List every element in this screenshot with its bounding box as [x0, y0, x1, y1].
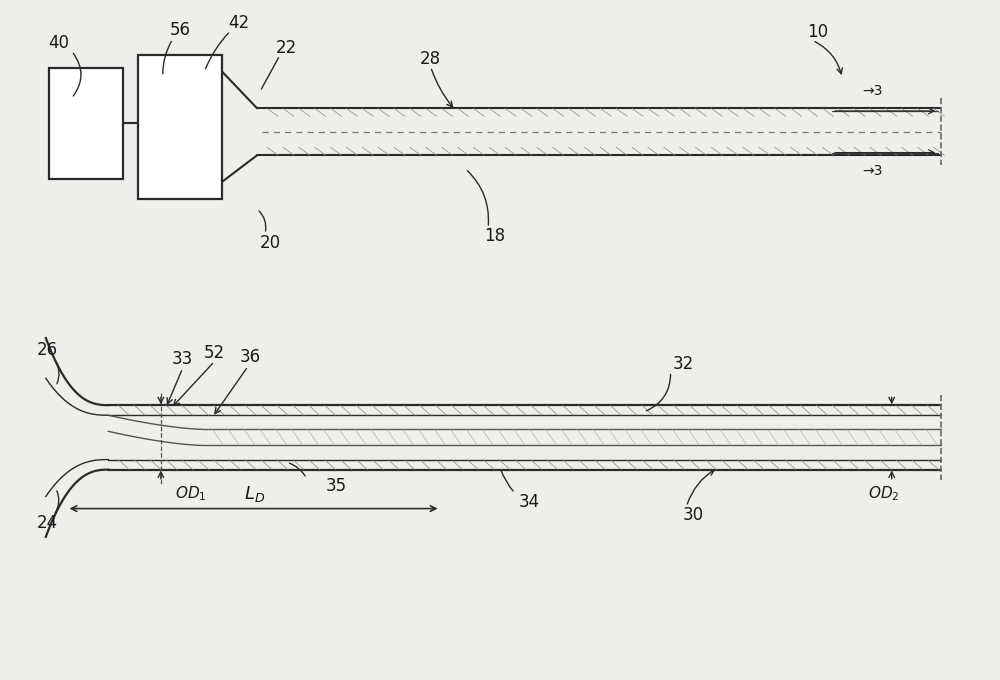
- Text: 24: 24: [37, 514, 58, 532]
- Text: 56: 56: [170, 20, 191, 39]
- Text: →3: →3: [863, 165, 883, 178]
- Text: 52: 52: [204, 344, 225, 362]
- Bar: [49, 68, 123, 179]
- Text: 32: 32: [673, 354, 694, 373]
- Text: 33: 33: [172, 350, 193, 369]
- Text: 35: 35: [326, 477, 347, 496]
- Text: $L_D$: $L_D$: [244, 483, 266, 504]
- Text: 42: 42: [229, 14, 250, 32]
- Text: 22: 22: [276, 39, 297, 57]
- Text: 40: 40: [48, 34, 69, 52]
- Text: 30: 30: [683, 507, 704, 524]
- Text: $OD_2$: $OD_2$: [868, 484, 899, 503]
- Text: 28: 28: [420, 50, 441, 68]
- Bar: [138, 54, 222, 199]
- Text: 20: 20: [259, 234, 280, 252]
- Text: →3: →3: [863, 84, 883, 99]
- Text: 10: 10: [807, 23, 828, 41]
- Text: 34: 34: [519, 493, 540, 511]
- Text: $OD_1$: $OD_1$: [175, 484, 206, 503]
- Text: 18: 18: [484, 227, 506, 245]
- Text: 26: 26: [37, 341, 58, 359]
- Text: 36: 36: [240, 347, 261, 366]
